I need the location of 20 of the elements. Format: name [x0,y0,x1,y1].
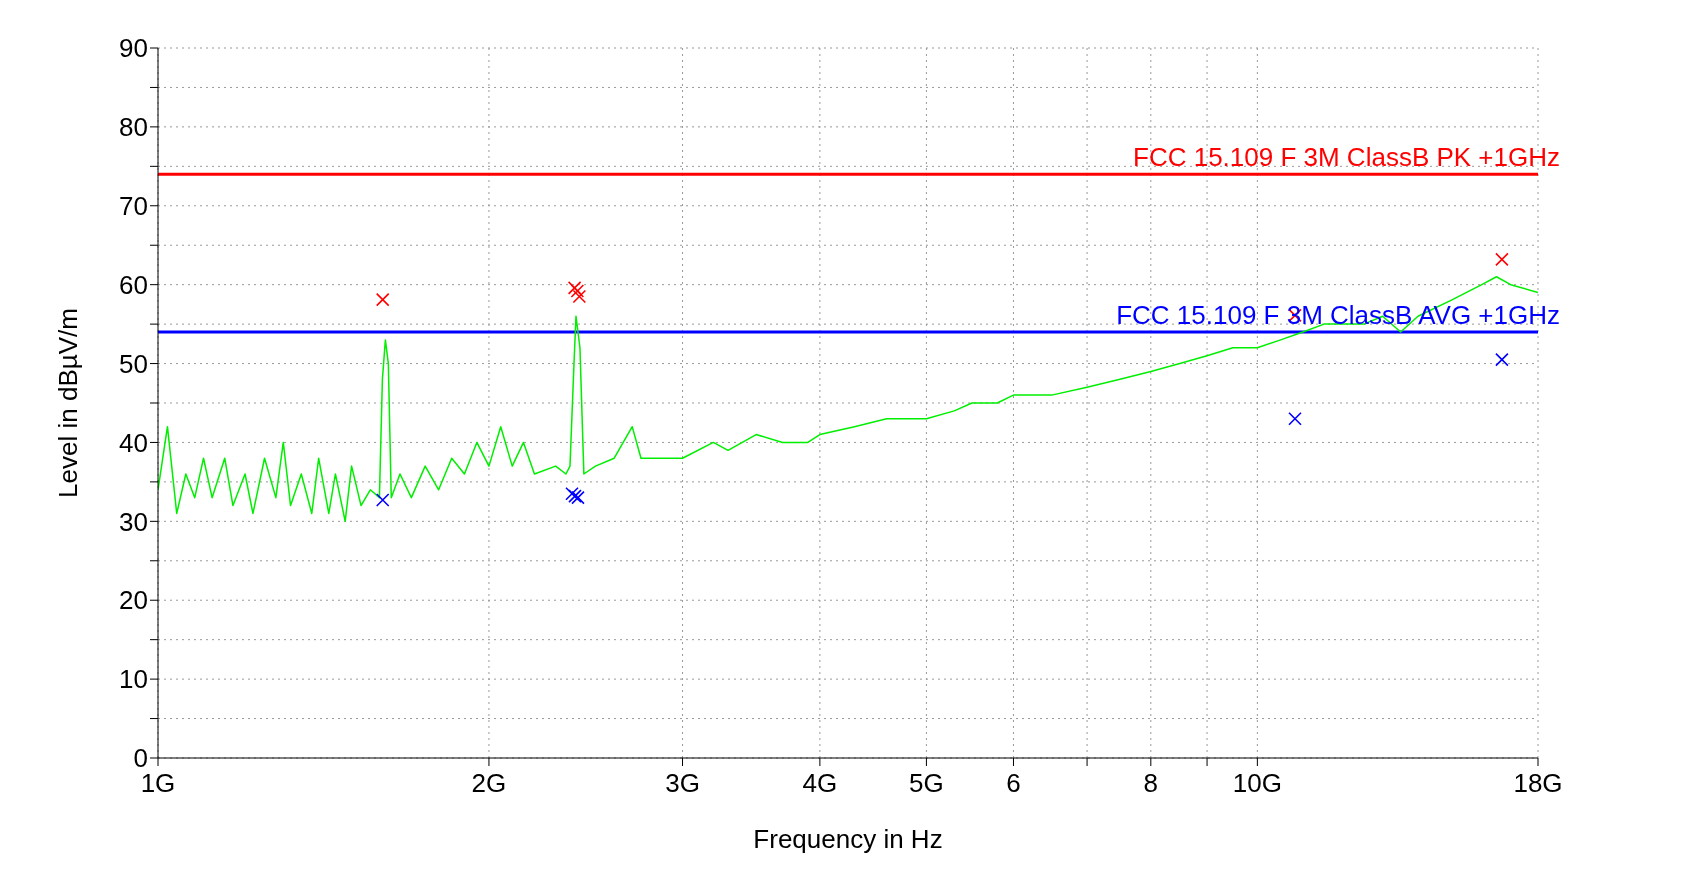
y-tick-label: 40 [119,427,148,458]
y-tick-label: 60 [119,269,148,300]
x-axis-title: Frequency in Hz [753,824,943,854]
x-tick-label: 6 [1006,768,1021,799]
y-axis-title: Level in dBµV/m [53,308,84,498]
x-tick-label: 5G [909,768,944,799]
x-tick-label: 3G [665,768,700,799]
y-tick-label: 30 [119,506,148,537]
y-tick-label: 80 [119,112,148,143]
y-tick-label: 50 [119,348,148,379]
y-tick-label: 90 [119,33,148,64]
x-tick-label: 2G [471,768,507,799]
y-tick-label: 70 [119,191,148,222]
x-tick-label: 4G [802,768,838,799]
x-tick-label: 8 [1143,768,1159,799]
x-tick-label: 18G [1513,768,1563,799]
y-tick-label: 10 [119,664,148,695]
ref-line-label: FCC 15.109 F 3M ClassB PK +1GHz [1133,142,1560,173]
y-tick-label: 20 [119,585,148,616]
x-tick-label: 10G [1232,768,1282,799]
